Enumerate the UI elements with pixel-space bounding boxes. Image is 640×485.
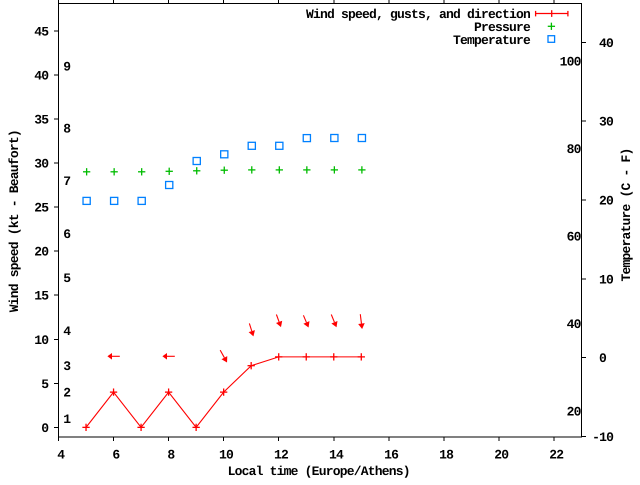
svg-text:6: 6	[63, 227, 71, 242]
svg-text:40: 40	[599, 36, 614, 51]
svg-text:30: 30	[34, 157, 49, 172]
svg-text:60: 60	[567, 229, 582, 244]
svg-text:Temperature: Temperature	[453, 33, 531, 48]
svg-text:0: 0	[41, 421, 49, 436]
svg-text:Temperature (C - F): Temperature (C - F)	[619, 148, 634, 281]
svg-text:16: 16	[384, 447, 399, 462]
svg-text:4: 4	[63, 324, 71, 339]
svg-text:20: 20	[567, 405, 582, 420]
svg-text:45: 45	[34, 24, 49, 39]
svg-text:20: 20	[34, 245, 49, 260]
svg-text:35: 35	[34, 113, 49, 128]
svg-text:10: 10	[599, 272, 614, 287]
svg-text:3: 3	[63, 359, 71, 374]
svg-text:20: 20	[599, 194, 614, 209]
svg-text:15: 15	[34, 289, 49, 304]
svg-text:8: 8	[63, 121, 71, 136]
svg-text:40: 40	[567, 317, 582, 332]
svg-text:Local time (Europe/Athens): Local time (Europe/Athens)	[228, 464, 410, 479]
svg-text:8: 8	[167, 447, 175, 462]
svg-text:12: 12	[274, 447, 289, 462]
svg-text:9: 9	[63, 60, 71, 75]
svg-text:10: 10	[219, 447, 234, 462]
svg-text:20: 20	[494, 447, 509, 462]
svg-text:1: 1	[63, 412, 71, 427]
svg-text:14: 14	[329, 447, 344, 462]
svg-text:Wind speed, gusts, and directi: Wind speed, gusts, and direction	[306, 7, 531, 22]
svg-text:100: 100	[560, 54, 582, 69]
svg-text:18: 18	[439, 447, 454, 462]
svg-text:2: 2	[63, 386, 71, 401]
svg-text:4: 4	[57, 447, 65, 462]
svg-text:Pressure: Pressure	[474, 20, 531, 35]
svg-text:0: 0	[599, 351, 607, 366]
svg-text:Wind speed (kt - Beaufort): Wind speed (kt - Beaufort)	[7, 130, 22, 312]
svg-text:25: 25	[34, 201, 49, 216]
svg-text:22: 22	[549, 447, 564, 462]
svg-text:80: 80	[567, 142, 582, 157]
svg-text:10: 10	[34, 333, 49, 348]
svg-text:30: 30	[599, 115, 614, 130]
svg-text:7: 7	[63, 174, 70, 189]
svg-text:5: 5	[41, 377, 49, 392]
svg-text:6: 6	[112, 447, 120, 462]
svg-text:-10: -10	[592, 430, 614, 445]
svg-text:5: 5	[63, 271, 71, 286]
svg-text:40: 40	[34, 68, 49, 83]
